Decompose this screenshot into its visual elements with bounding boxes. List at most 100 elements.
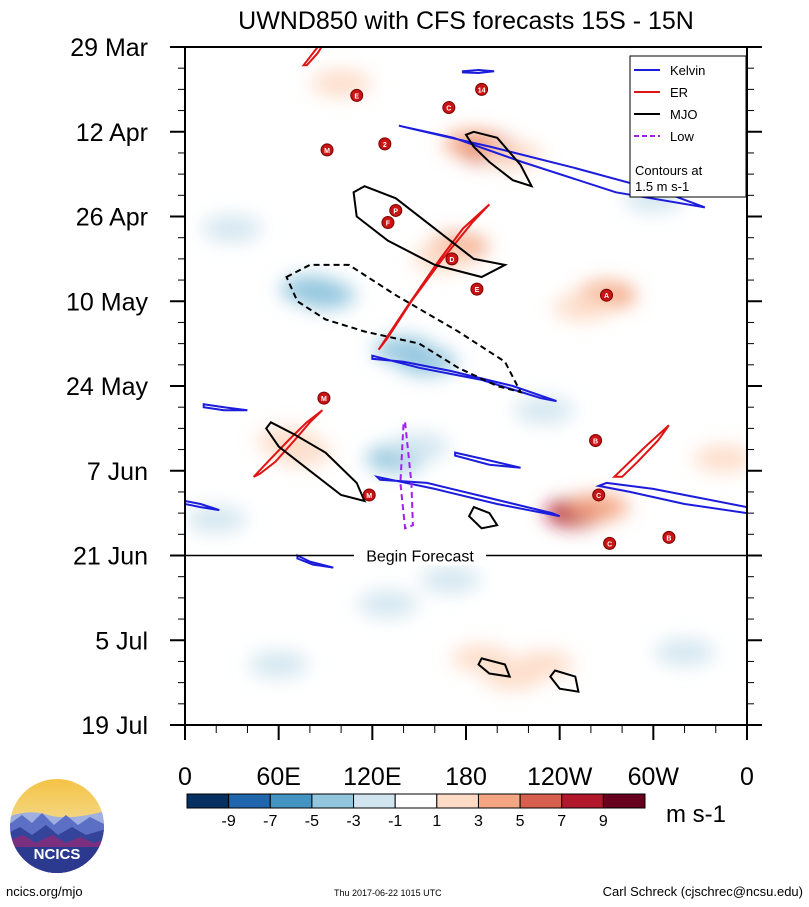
anomaly-blob-25 xyxy=(248,650,309,679)
storm-label: D xyxy=(449,257,454,264)
x-tick-label: 180 xyxy=(445,763,487,791)
x-axis: 0 60E 120E 180 120W 60W 0 xyxy=(178,725,754,791)
contour-kelvin-6 xyxy=(202,403,248,412)
legend-note: Contours at 1.5 m s-1 xyxy=(635,163,706,194)
contour-mjo-13 xyxy=(464,130,534,188)
storm-marker-15: B xyxy=(662,530,676,544)
storm-icon xyxy=(662,530,676,544)
footer-url: ncics.org/mjo xyxy=(6,884,83,899)
storm-icon xyxy=(603,536,617,550)
legend-label-er: ER xyxy=(670,85,688,100)
anomaly-blob-29 xyxy=(420,565,481,594)
ncics-logo: NCICS xyxy=(8,777,106,875)
anomaly-blob-28 xyxy=(186,505,247,534)
colorbar-swatch-9 xyxy=(561,793,604,809)
storm-icon xyxy=(350,88,364,102)
anomaly-blob-22 xyxy=(201,214,262,243)
colorbar-swatch-6 xyxy=(436,793,479,809)
anomaly-blob-19 xyxy=(373,335,434,364)
contour-er-9 xyxy=(377,203,491,351)
anomaly-blob-26 xyxy=(357,589,418,618)
storm-markers: E C 14 2 M PF D E A M B M C C B xyxy=(317,82,676,550)
anomaly-blob-6 xyxy=(553,293,614,322)
storm-icon xyxy=(470,282,484,296)
colorbar-label: -9 xyxy=(222,813,236,830)
storm-marker-11: B xyxy=(589,433,603,447)
storm-icon xyxy=(600,288,613,302)
contour-mjo-17 xyxy=(477,657,512,678)
storm-label: B xyxy=(666,535,671,542)
anomaly-blob-17 xyxy=(279,275,340,304)
y-tick-label: 19 Jul xyxy=(81,712,148,740)
contour-er-11 xyxy=(611,424,670,478)
contour-kelvin-1 xyxy=(371,354,557,403)
storm-marker-7: D xyxy=(445,252,459,266)
contour-kelvin-0 xyxy=(398,124,706,209)
colorbar-swatch-0 xyxy=(186,793,230,809)
y-tick-label: 7 Jun xyxy=(87,458,148,486)
anomaly-blob-13 xyxy=(482,662,543,691)
y-tick-label: 26 Apr xyxy=(76,204,148,232)
storm-icon xyxy=(320,143,334,157)
colorbar-label: -7 xyxy=(263,813,277,830)
storm-label: E xyxy=(354,93,359,100)
forecast-label-background xyxy=(354,545,486,566)
storm-label: M xyxy=(321,396,327,403)
forecast-label: Begin Forecast xyxy=(366,549,474,566)
storm-label: C xyxy=(607,541,612,548)
colorbar-swatch-5 xyxy=(394,793,438,809)
forecast-start-line: Begin Forecast xyxy=(185,545,747,566)
storm-label: B xyxy=(593,438,598,445)
colorbar-swatch-10 xyxy=(602,793,646,809)
y-tick-label: 21 Jun xyxy=(73,543,148,571)
y-tick-label: 24 May xyxy=(66,373,148,401)
storm-marker-3: 2 xyxy=(378,137,392,151)
legend: Kelvin ER MJO Low Contours at 1.5 m s-1 xyxy=(629,55,747,198)
footer-author: Carl Schreck (cjschrec@ncsu.edu) xyxy=(602,884,803,899)
storm-label: M xyxy=(324,148,330,155)
chart-title: UWND850 with CFS forecasts 15S - 15N xyxy=(238,7,694,35)
contour-mjo-18 xyxy=(549,669,580,693)
anomaly-blob-23 xyxy=(514,396,575,425)
colorbar-swatch-3 xyxy=(311,793,355,809)
wave-contours xyxy=(185,47,747,693)
storm-label: F xyxy=(386,221,391,228)
contour-low-20 xyxy=(399,421,414,530)
storm-marker-2: 14 xyxy=(475,82,489,96)
contour-mjo-14 xyxy=(352,185,509,279)
storm-label: A xyxy=(604,293,609,300)
contour-mjo-16 xyxy=(467,505,499,530)
logo-text: NCICS xyxy=(34,846,81,863)
colorbar-swatch-8 xyxy=(519,793,563,809)
anomaly-blob-10 xyxy=(272,438,333,467)
contour-kelvin-8 xyxy=(461,68,495,75)
colorbar-label: 9 xyxy=(599,813,608,830)
storm-icon xyxy=(442,101,456,115)
colorbar-label: -3 xyxy=(346,813,360,830)
colorbar: -9 -7 -5 -3 -1 1 3 5 7 9 xyxy=(186,793,646,830)
colorbar-label: 3 xyxy=(474,813,483,830)
storm-marker-13: C xyxy=(592,488,606,502)
storm-icon xyxy=(445,252,459,266)
colorbar-swatch-2 xyxy=(269,793,313,809)
storm-label: E xyxy=(475,287,480,294)
colorbar-label: 1 xyxy=(432,813,441,830)
storm-marker-10: M xyxy=(317,391,331,405)
storm-label: P xyxy=(393,208,398,215)
anomaly-blob-8 xyxy=(568,493,629,522)
contour-kelvin-5 xyxy=(185,499,220,512)
footer-timestamp: Thu 2017-06-22 1015 UTC xyxy=(334,888,442,898)
anomaly-blob-21 xyxy=(389,432,450,461)
storm-marker-14: C xyxy=(603,536,617,550)
storm-icon xyxy=(389,203,403,217)
colorbar-label: -1 xyxy=(388,813,402,830)
contour-er-12 xyxy=(301,47,323,67)
y-tick-label: 12 Apr xyxy=(76,119,148,147)
storm-label: 2 xyxy=(383,142,387,149)
storm-label: C xyxy=(596,493,601,500)
y-tick-label: 5 Jul xyxy=(95,627,148,655)
y-tick-label: 10 May xyxy=(66,288,148,316)
storm-marker-8: E xyxy=(470,282,484,296)
legend-box xyxy=(629,55,747,198)
storm-label: M xyxy=(366,493,372,500)
